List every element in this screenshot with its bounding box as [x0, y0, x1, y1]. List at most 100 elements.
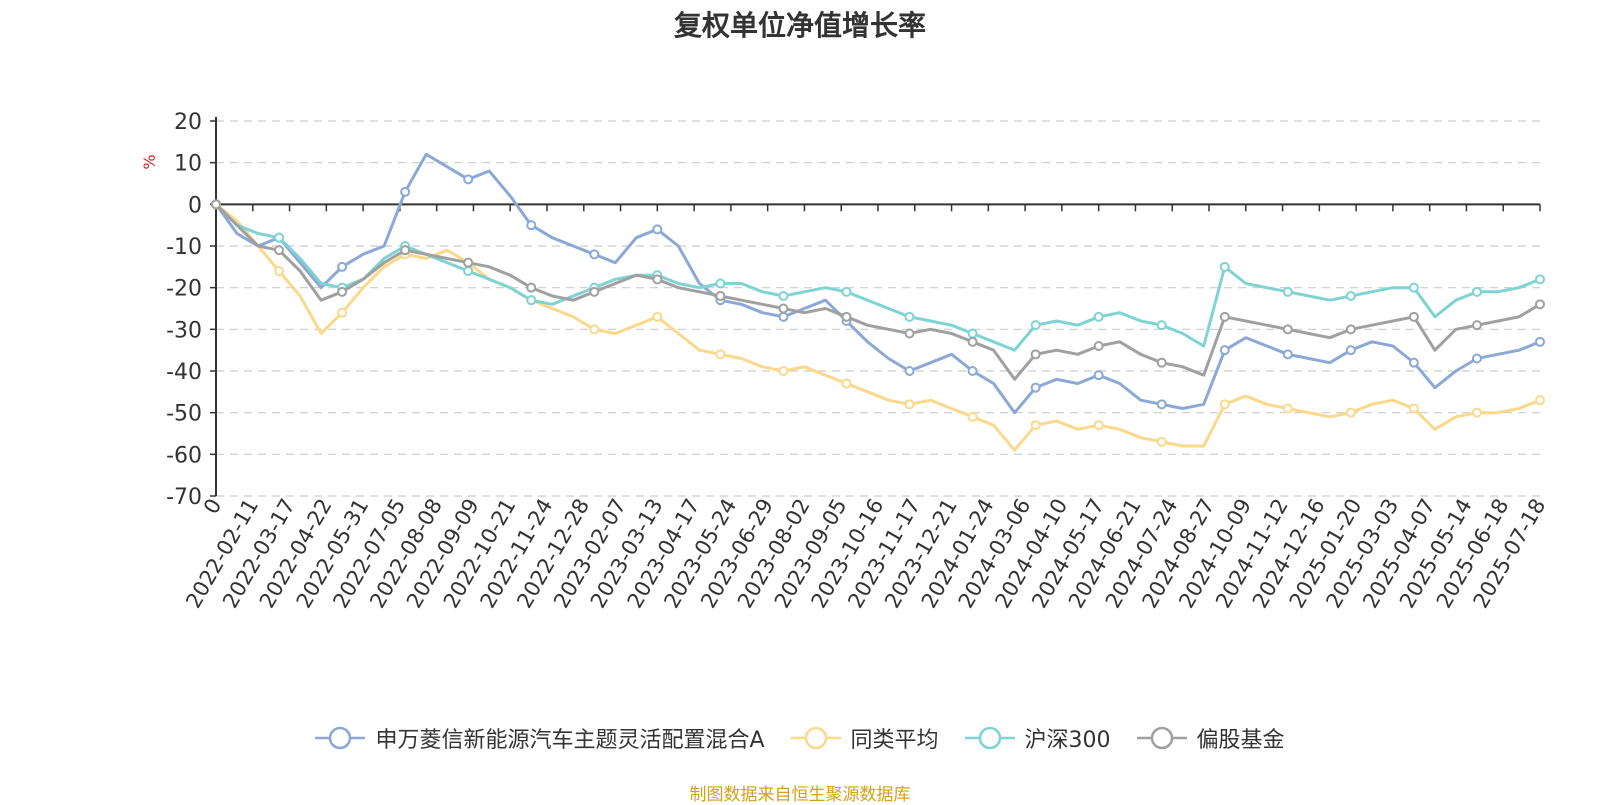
legend-item-2[interactable]: 沪深300: [964, 722, 1111, 754]
series-point-0: [526, 220, 537, 231]
series-point-1: [1093, 420, 1104, 431]
series-point-0: [1093, 370, 1104, 381]
line-chart: 20100-10-20-30-40-50-60-7002022-02-11202…: [140, 110, 1550, 612]
series-point-0: [1030, 382, 1041, 393]
series-point-1: [1345, 407, 1356, 418]
series-point-1: [967, 411, 978, 422]
series-point-2: [1219, 261, 1230, 272]
series-line-1: [215, 203, 1541, 452]
series-point-3: [337, 286, 348, 297]
series-point-0: [589, 249, 600, 260]
series-lines: [211, 152, 1545, 452]
legend-symbol-icon: [964, 726, 1015, 750]
chart-title: 复权单位净值增长率: [673, 9, 926, 42]
y-axis-label: %: [140, 154, 159, 169]
series-point-0: [1408, 357, 1419, 368]
series-point-3: [1535, 299, 1545, 310]
series-point-0: [1282, 349, 1293, 360]
series-point-1: [589, 324, 600, 335]
legend-label: 沪深300: [1024, 728, 1111, 753]
series-point-0: [400, 186, 411, 197]
series-point-1: [1156, 436, 1167, 447]
y-tick-label: 0: [188, 193, 202, 218]
series-point-1: [337, 307, 348, 318]
series-point-2: [526, 295, 537, 306]
series-point-1: [904, 399, 915, 410]
series-point-1: [1535, 395, 1545, 406]
series-point-3: [1030, 349, 1041, 360]
y-tick-label: 10: [174, 152, 202, 177]
series-point-2: [1345, 291, 1356, 301]
series-point-3: [463, 257, 474, 268]
y-tick-label: -70: [166, 485, 202, 510]
series-point-0: [1535, 336, 1545, 347]
series-line-2: [214, 203, 1541, 352]
series-point-2: [1030, 320, 1041, 331]
series-point-3: [1219, 311, 1230, 322]
series-point-2: [1408, 282, 1419, 293]
series-point-2: [967, 328, 978, 339]
series-point-3: [1345, 324, 1356, 335]
series-point-1: [715, 349, 726, 360]
series-point-1: [1471, 407, 1482, 418]
series-point-0: [778, 311, 789, 322]
series-point-2: [1156, 320, 1167, 331]
y-tick-label: -20: [166, 277, 202, 302]
series-point-3: [715, 291, 726, 301]
series-point-2: [1093, 311, 1104, 322]
y-tick-label: -30: [166, 318, 202, 343]
series-point-0: [967, 366, 978, 376]
series-point-3: [211, 199, 221, 210]
series-point-3: [967, 336, 978, 347]
chart-legend: 申万菱信新能源汽车主题灵活配置混合A 同类平均 沪深300 偏股基金: [0, 722, 1600, 754]
series-point-3: [778, 303, 789, 314]
series-point-0: [1156, 399, 1167, 410]
legend-symbol-icon: [790, 726, 841, 750]
series-point-3: [841, 311, 852, 322]
series-point-0: [652, 224, 663, 235]
series-point-2: [715, 278, 726, 289]
series-point-1: [274, 266, 285, 276]
series-point-0: [1471, 353, 1482, 364]
y-tick-label: -40: [166, 360, 202, 385]
series-point-3: [652, 274, 663, 285]
series-point-2: [1535, 274, 1545, 285]
series-point-1: [652, 311, 663, 322]
series-point-3: [1282, 324, 1293, 335]
series-point-1: [778, 366, 789, 376]
y-tick-label: -10: [166, 235, 202, 260]
y-tick-label: -60: [166, 443, 202, 468]
series-point-2: [778, 291, 789, 301]
series-point-0: [1345, 345, 1356, 356]
series-point-3: [589, 286, 600, 297]
series-point-2: [1471, 286, 1482, 297]
series-point-2: [904, 311, 915, 322]
series-line-3: [214, 203, 1541, 381]
legend-label: 偏股基金: [1196, 728, 1285, 753]
source-note: 制图数据来自恒生聚源数据库: [689, 785, 911, 805]
legend-symbol-icon: [315, 726, 366, 750]
series-point-1: [1030, 420, 1041, 431]
legend-item-1[interactable]: 同类平均: [790, 722, 939, 754]
series-line-0: [214, 152, 1541, 415]
series-point-0: [337, 261, 348, 272]
y-tick-label: -50: [166, 402, 202, 427]
axes: 20100-10-20-30-40-50-60-7002022-02-11202…: [166, 110, 1550, 612]
series-point-3: [400, 245, 411, 256]
series-point-2: [1282, 286, 1293, 297]
series-point-0: [463, 174, 474, 185]
legend-item-0[interactable]: 申万菱信新能源汽车主题灵活配置混合A: [315, 722, 765, 754]
series-point-1: [1219, 399, 1230, 410]
series-point-2: [463, 266, 474, 276]
series-point-3: [1408, 311, 1419, 322]
series-point-2: [274, 232, 285, 243]
series-point-1: [1282, 403, 1293, 414]
legend-item-3[interactable]: 偏股基金: [1136, 722, 1285, 754]
series-point-3: [274, 245, 285, 256]
legend-label: 申万菱信新能源汽车主题灵活配置混合A: [375, 728, 765, 753]
series-point-1: [841, 378, 852, 389]
grid-lines: [216, 120, 1540, 497]
series-point-3: [904, 328, 915, 339]
y-tick-label: 20: [174, 110, 202, 135]
series-point-0: [904, 366, 915, 376]
